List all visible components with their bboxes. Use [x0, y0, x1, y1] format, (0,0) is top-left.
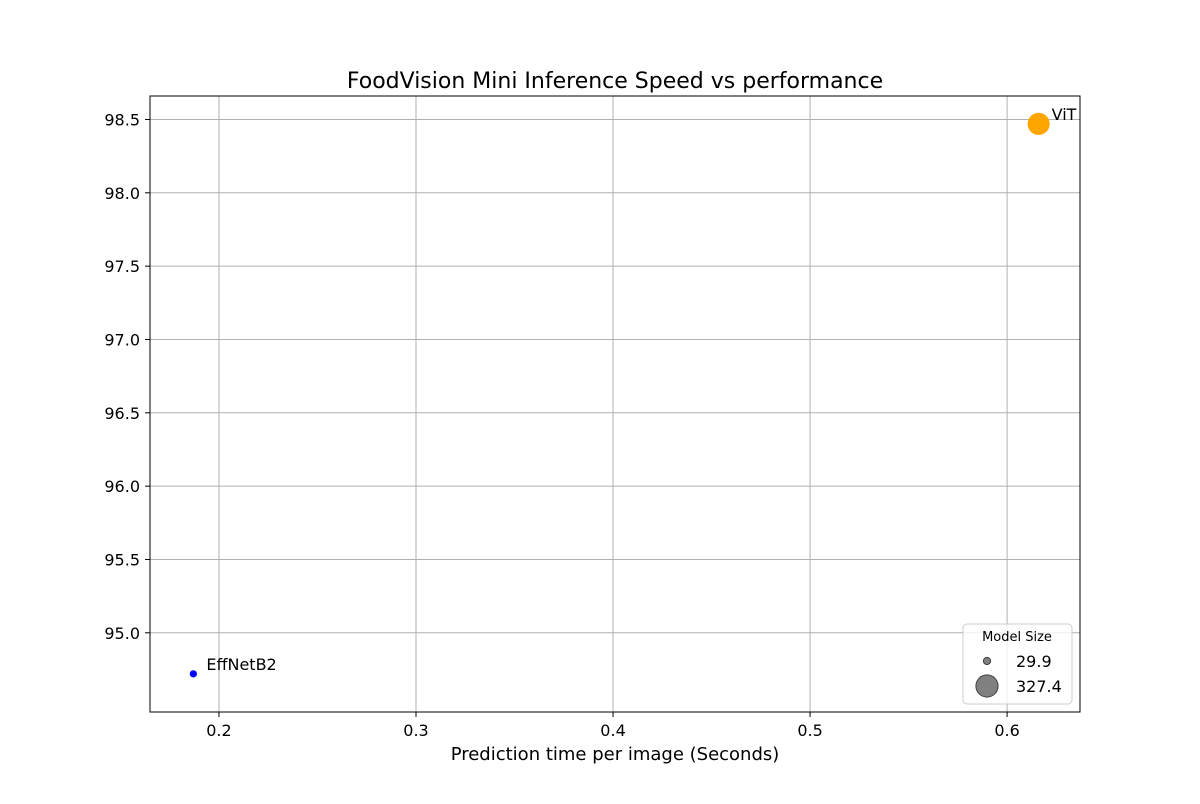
legend-marker: [975, 674, 999, 698]
plot-area: [150, 96, 1080, 712]
y-tick-label: 95.5: [104, 550, 140, 569]
legend-title: Model Size: [982, 630, 1052, 645]
x-tick-label: 0.6: [994, 721, 1019, 740]
data-point-effnetb2: [189, 670, 197, 678]
legend-label: 29.9: [1016, 652, 1052, 671]
point-label-effnetb2: EffNetB2: [206, 655, 276, 674]
chart-title: FoodVision Mini Inference Speed vs perfo…: [347, 69, 883, 94]
legend-entries: 29.9 327.4: [975, 652, 1062, 698]
legend-label: 327.4: [1016, 677, 1062, 696]
y-tick-label: 96.0: [104, 477, 140, 496]
data-point-vit: [1027, 112, 1050, 135]
legend: Model Size 29.9 327.4: [962, 623, 1073, 705]
x-tick-label: 0.5: [797, 721, 822, 740]
y-tick-label: 97.5: [104, 257, 140, 276]
grid: [150, 96, 1080, 712]
x-tick-label: 0.2: [206, 721, 231, 740]
data-points: [189, 112, 1050, 678]
legend-marker: [982, 656, 992, 666]
x-tick-label: 0.4: [600, 721, 625, 740]
point-annotations: EffNetB2 ViT: [206, 105, 1076, 674]
y-tick-label: 98.5: [104, 110, 140, 129]
y-tick-label: 96.5: [104, 404, 140, 423]
y-tick-label: 97.0: [104, 330, 140, 349]
y-tick-label: 95.0: [104, 624, 140, 643]
y-tick-label: 98.0: [104, 184, 140, 203]
x-tick-label: 0.3: [403, 721, 428, 740]
axes-frame: [149, 95, 1081, 713]
axis-ticks: 0.2 0.3 0.4 0.5 0.6 95.0 95.5 96.0 96.5 97.0 97.5 9…: [104, 110, 1019, 740]
point-label-vit: ViT: [1052, 105, 1077, 124]
x-axis-label: Prediction time per image (Seconds): [451, 744, 780, 765]
